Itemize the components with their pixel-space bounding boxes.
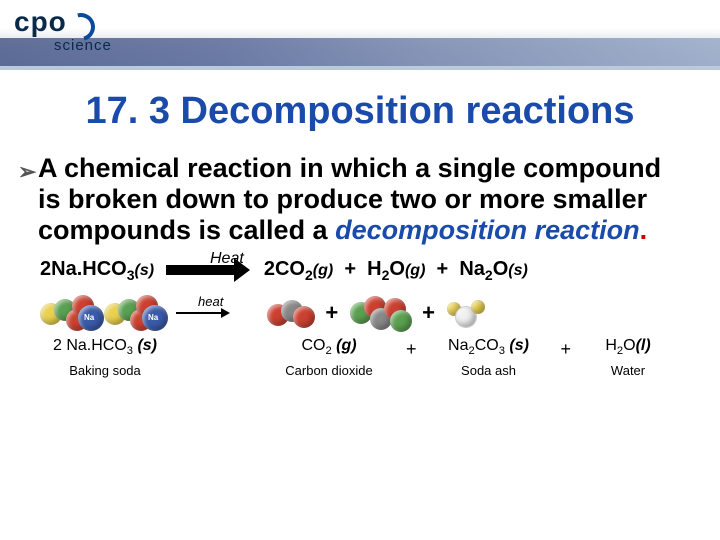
eq2-product-2: Na2CO3 (s) Soda ash: [439, 337, 539, 378]
molecule-diagram-row: Na Na heat + +: [40, 293, 680, 333]
f: Na: [448, 337, 468, 354]
eq1-lhs-coef: 2: [40, 258, 51, 280]
na2co3-molecule: [350, 294, 410, 332]
nahco3-molecule: Na: [40, 293, 100, 333]
eq2-reactant: 2 Na.HCO3 (s) Baking soda: [40, 337, 170, 378]
eq1-p1-state: (g): [313, 262, 333, 279]
s: 2: [325, 345, 331, 357]
eq1-p2-f2: O: [389, 258, 405, 280]
plus-icon: +: [418, 300, 439, 326]
eq2-product-3: H2O(l) Water: [593, 337, 663, 378]
s: 3: [127, 345, 133, 357]
label: Soda ash: [439, 363, 539, 378]
f2: O: [623, 337, 635, 354]
st: (s): [509, 337, 529, 354]
eq1-lhs-sub: 3: [127, 267, 135, 283]
plus: +: [344, 258, 356, 280]
logo-main: cpo: [14, 6, 67, 37]
label: Baking soda: [40, 363, 170, 378]
f2: CO: [475, 337, 499, 354]
body-text: ➢ A chemical reaction in which a single …: [38, 153, 690, 246]
st: (l): [636, 337, 651, 354]
eq2-product-1: CO2 (g) Carbon dioxide: [274, 337, 384, 378]
equation-1: Heat 2Na.HCO3(s) 2CO2(g) + H2O(g) + Na2O…: [40, 258, 680, 283]
eq1-p1-sub: 2: [305, 267, 313, 283]
plus-icon: +: [321, 300, 342, 326]
logo: cpo science: [14, 6, 112, 54]
s2: 3: [499, 345, 505, 357]
st: (s): [137, 337, 157, 354]
f: 2 Na.HCO: [53, 337, 127, 354]
arrow-icon: [176, 312, 222, 314]
reactant-molecules: Na Na: [40, 293, 164, 333]
label: Water: [593, 363, 663, 378]
plus: +: [437, 258, 449, 280]
f: H: [605, 337, 617, 354]
equation-2: 2 Na.HCO3 (s) Baking soda CO2 (g) Carbon…: [40, 337, 680, 378]
term: decomposition reaction: [335, 215, 640, 245]
eq1-p3-f2: O: [493, 258, 509, 280]
bullet-icon: ➢: [18, 159, 36, 184]
na-label: Na: [148, 313, 158, 322]
slide-title: 17. 3 Decomposition reactions: [0, 90, 720, 133]
reaction-arrow-icon: [166, 265, 236, 275]
plus: +: [406, 337, 417, 360]
heat-label-2: heat: [198, 294, 223, 309]
na-label: Na: [84, 313, 94, 322]
plus: +: [561, 337, 572, 360]
eq1-p1-formula: CO: [275, 258, 305, 280]
nahco3-molecule: Na: [104, 293, 164, 333]
h2o-molecule: [447, 298, 483, 328]
eq1-lhs-state: (s): [135, 262, 155, 279]
co2-molecule: [267, 296, 313, 330]
f: CO: [301, 337, 325, 354]
label: Carbon dioxide: [274, 363, 384, 378]
slide-header: cpo science: [0, 0, 720, 70]
eq1-lhs-formula: Na.HCO: [51, 258, 127, 280]
eq1-p3-state: (s): [508, 262, 528, 279]
period: .: [640, 215, 648, 245]
eq1-p2-f: H: [367, 258, 381, 280]
eq1-p3-sub: 2: [485, 267, 493, 283]
eq1-p1-coef: 2: [264, 258, 275, 280]
st: (g): [336, 337, 356, 354]
eq1-p2-state: (g): [405, 262, 425, 279]
eq1-p3-f: Na: [459, 258, 485, 280]
